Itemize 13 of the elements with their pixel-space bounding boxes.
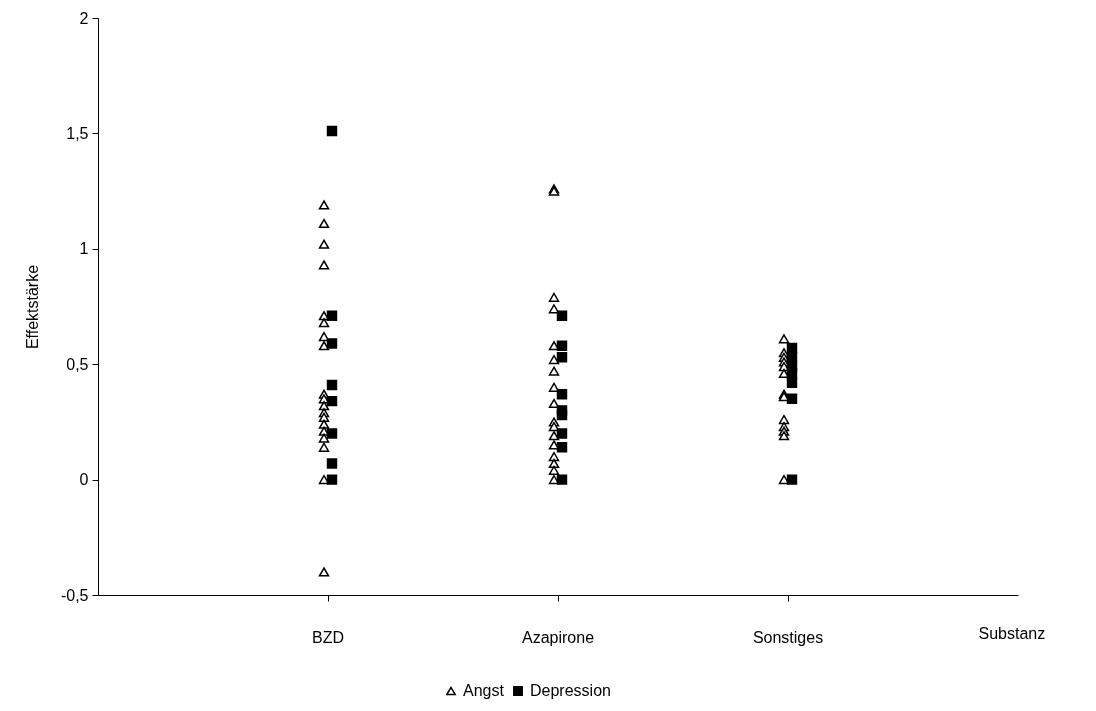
legend-label: Angst [463,682,505,699]
x-axis-title: Substanz [978,624,1046,642]
x-tick-label: Sonstiges [752,628,824,646]
y-axis-title: Effektstärke [23,264,41,350]
y-tick-label: 0,5 [66,355,89,373]
legend-label: Depression [530,682,611,699]
y-tick-label: -0,5 [60,586,89,604]
x-tick-label: Azapirone [521,628,595,646]
y-tick-label: 2 [79,9,89,27]
y-tick-label: 1 [79,240,89,258]
y-tick-label: 0 [79,471,89,489]
x-tick-label: BZD [312,628,344,646]
y-tick-label: 1,5 [66,124,89,142]
